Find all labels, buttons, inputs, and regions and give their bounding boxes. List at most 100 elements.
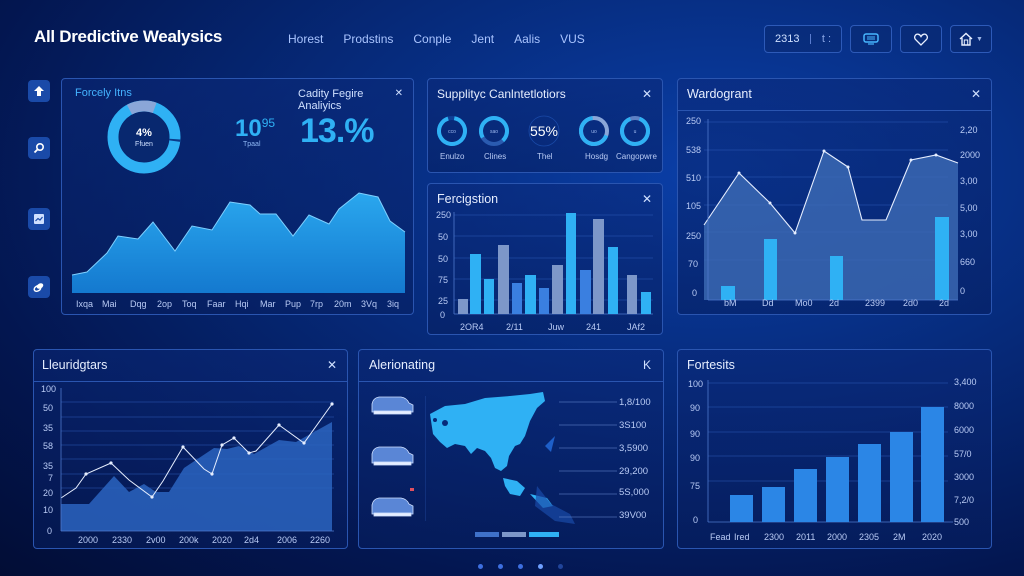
svg-text:500: 500 [954, 517, 969, 527]
chart-icon [34, 214, 44, 224]
year-selector[interactable]: 2313 t : [764, 25, 842, 53]
svg-text:uo: uo [591, 129, 597, 135]
page-dot-3[interactable] [518, 564, 523, 569]
page-dot-5[interactable] [558, 564, 563, 569]
svg-text:90: 90 [690, 403, 700, 413]
svg-text:2M: 2M [893, 532, 906, 542]
svg-text:6000: 6000 [954, 425, 974, 435]
svg-text:35: 35 [43, 461, 53, 471]
svg-text:2000: 2000 [827, 532, 847, 542]
panel-supply-contributions: Supplityc Canlntetlotiors ✕ cco sao 55% … [427, 78, 663, 173]
chevron-down-icon: ▼ [976, 35, 983, 43]
collapse-icon[interactable]: K [642, 358, 651, 372]
svg-text:50: 50 [438, 232, 448, 242]
donut-chart [107, 100, 181, 174]
nav-item-prodstins[interactable]: Prodstins [343, 32, 394, 46]
svg-text:538: 538 [686, 145, 701, 155]
svg-text:10: 10 [43, 505, 53, 515]
svg-text:Dd: Dd [762, 298, 774, 308]
svg-text:90: 90 [690, 453, 700, 463]
map-value-4: 29,200 [619, 466, 649, 477]
sidebar-item-links[interactable] [28, 276, 50, 298]
nav-item-aalis[interactable]: Aalis [514, 32, 541, 46]
svg-text:Mar: Mar [260, 299, 276, 309]
close-icon[interactable]: ✕ [326, 358, 337, 372]
metric-caption: Tpaal [243, 141, 261, 148]
gauge-label-clines: Clines [484, 152, 507, 161]
leader-lines [559, 401, 617, 518]
close-icon[interactable]: ✕ [641, 87, 652, 101]
divider [810, 34, 812, 44]
donut-label: Ffuen [135, 141, 153, 148]
svg-text:Ixqa: Ixqa [76, 299, 93, 309]
arrow-up-icon [34, 86, 44, 96]
map-value-3: 3,5900 [619, 443, 649, 454]
svg-text:3Vq: 3Vq [361, 299, 377, 309]
panel-fercigstion: Fercigstion ✕ 250 50 50 75 25 0 2OR4 2/11 Juw 24… [427, 183, 663, 335]
sidebar-item-search[interactable] [28, 137, 50, 159]
gauge-label-cangopwre: Cangopwre [616, 152, 657, 161]
favorites-button[interactable] [900, 25, 942, 53]
svg-text:660: 660 [960, 257, 975, 267]
nav-item-horest[interactable]: Horest [288, 32, 324, 46]
legend-swatch-1 [475, 532, 499, 537]
gauge-row: cco sao 55% uo u [437, 115, 650, 147]
svg-text:Toq: Toq [182, 299, 197, 309]
car-icon [371, 396, 414, 517]
monitor-button[interactable] [850, 25, 892, 53]
svg-text:Hqi: Hqi [235, 299, 249, 309]
svg-text:50: 50 [438, 254, 448, 264]
svg-text:241: 241 [586, 322, 601, 332]
map-value-1: 1,8/100 [619, 397, 651, 408]
svg-text:50: 50 [43, 403, 53, 413]
home-menu-button[interactable]: ▼ [950, 25, 992, 53]
panel-title: Supplityc Canlntetlotiors [437, 87, 566, 101]
svg-text:2020: 2020 [212, 535, 232, 545]
page-dot-1[interactable] [478, 564, 483, 569]
page-dot-2[interactable] [498, 564, 503, 569]
svg-text:3000: 3000 [954, 472, 974, 482]
header-divider [34, 381, 347, 382]
svg-text:2330: 2330 [112, 535, 132, 545]
svg-text:250: 250 [686, 116, 701, 126]
sidebar-item-upload[interactable] [28, 80, 50, 102]
panel-forcely-items: Forcely Itns 4% Ffuen 1095 Tpaal Cadity … [61, 78, 414, 315]
svg-text:0: 0 [960, 286, 965, 296]
close-icon[interactable]: ✕ [641, 192, 652, 206]
year-suffix: t : [821, 33, 831, 45]
close-icon[interactable]: ✕ [970, 87, 981, 101]
close-icon[interactable]: ✕ [394, 88, 403, 99]
panel-title: Wardogrant [687, 87, 752, 101]
legend-swatch-3 [529, 532, 559, 537]
svg-text:bM: bM [724, 298, 737, 308]
map-value-5: 5S,000 [619, 487, 650, 498]
nav-item-conple[interactable]: Conple [413, 32, 452, 46]
asia-map [425, 392, 575, 524]
map-value-6: 39V00 [619, 510, 647, 521]
monitor-icon [863, 33, 879, 45]
nav-item-jent[interactable]: Jent [471, 32, 495, 46]
home-icon [959, 32, 973, 46]
svg-text:u: u [634, 129, 637, 135]
svg-text:Juw: Juw [548, 322, 565, 332]
page-dot-4[interactable] [538, 564, 543, 569]
nav-item-vus[interactable]: VUS [560, 32, 585, 46]
map-value-2: 3S100 [619, 420, 647, 431]
panel-title: Fortesits [687, 358, 735, 372]
top-nav: Horest Prodstins Conple Jent Aalis VUS [288, 32, 605, 46]
link-icon [33, 283, 44, 292]
svg-text:0: 0 [47, 526, 52, 536]
top-header: All Dredictive Wealysics Horest Prodstin… [0, 0, 1024, 75]
svg-text:20m: 20m [334, 299, 352, 309]
app-title: All Dredictive Wealysics [34, 27, 223, 46]
svg-text:20: 20 [43, 488, 53, 498]
sidebar-item-reports[interactable] [28, 208, 50, 230]
svg-text:2,20: 2,20 [960, 125, 978, 135]
svg-text:2020: 2020 [922, 532, 942, 542]
svg-text:Fead: Fead [710, 532, 731, 542]
svg-text:70: 70 [688, 259, 698, 269]
svg-text:0: 0 [692, 288, 697, 298]
panel-title: Forcely Itns [75, 87, 132, 99]
